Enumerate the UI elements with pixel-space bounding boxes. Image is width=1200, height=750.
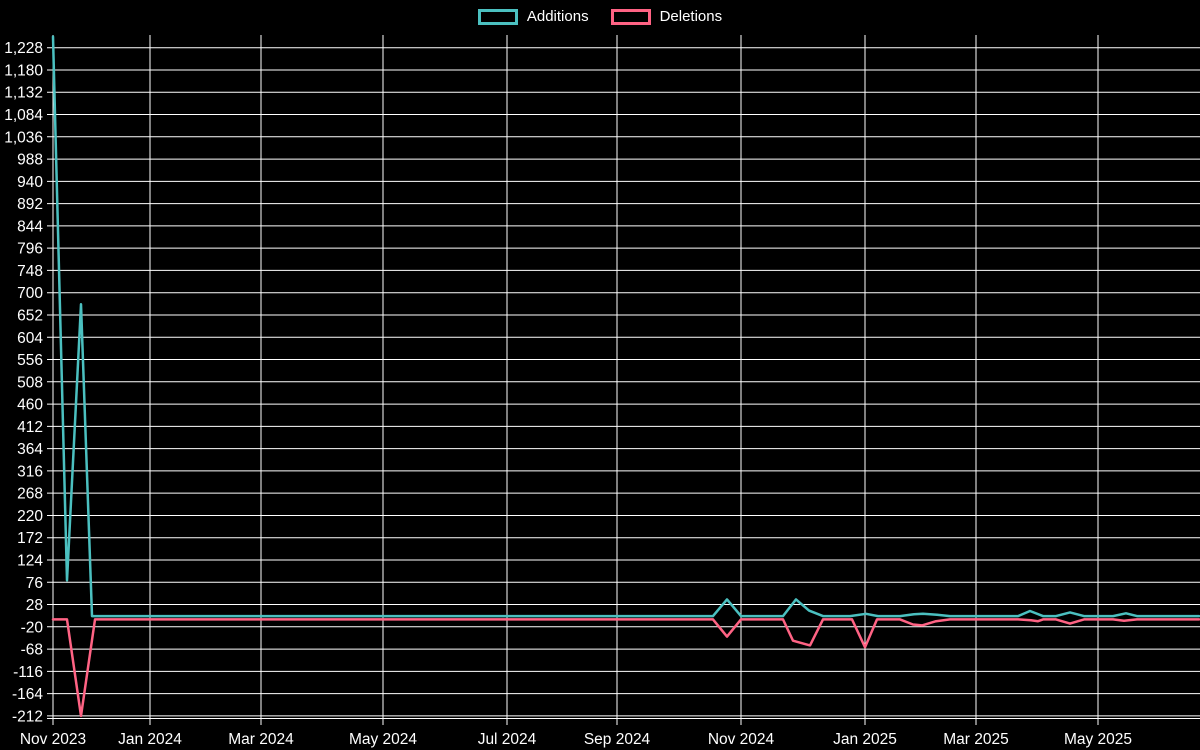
x-tick-label: Nov 2023 <box>20 731 86 748</box>
y-tick-label: 316 <box>17 463 43 480</box>
y-tick-label: 124 <box>17 552 43 569</box>
legend-item-additions[interactable]: Additions <box>477 8 589 25</box>
y-tick-label: 460 <box>17 397 43 414</box>
y-tick-label: 220 <box>17 508 43 525</box>
y-tick-label: 412 <box>17 419 43 436</box>
additions-line <box>51 35 1200 618</box>
y-tick-label: 508 <box>17 374 43 391</box>
y-tick-label: 556 <box>17 352 43 369</box>
y-tick-label: 892 <box>17 196 43 213</box>
y-tick-label: 1,132 <box>4 85 43 102</box>
y-tick-label: -116 <box>13 664 43 681</box>
y-tick-label: 940 <box>17 174 43 191</box>
y-tick-label: 748 <box>17 263 43 280</box>
y-tick-label: -20 <box>21 619 44 636</box>
y-tick-label: 1,084 <box>4 107 43 124</box>
chart-legend: Additions Deletions <box>0 9 1200 25</box>
y-tick-label: 268 <box>17 486 43 503</box>
y-tick-label: 700 <box>17 285 43 302</box>
y-tick-label: 172 <box>17 530 43 547</box>
y-tick-label: 796 <box>17 241 43 258</box>
deletions-legend-swatch <box>610 9 651 25</box>
y-tick-label: -212 <box>12 708 43 725</box>
x-tick-label: Mar 2024 <box>228 731 294 748</box>
x-tick-label: Jan 2024 <box>118 731 182 748</box>
y-tick-label: 988 <box>17 152 43 169</box>
y-tick-label: 1,036 <box>4 129 43 146</box>
y-tick-label: 28 <box>26 597 43 614</box>
y-tick-label: 652 <box>17 307 43 324</box>
legend-item-deletions[interactable]: Deletions <box>610 8 723 25</box>
y-tick-label: -164 <box>12 686 43 703</box>
y-tick-label: 1,180 <box>4 62 43 79</box>
y-tick-label: 604 <box>17 330 43 347</box>
x-tick-label: May 2025 <box>1064 731 1132 748</box>
y-tick-label: 364 <box>17 441 43 458</box>
deletions-line <box>51 618 1200 718</box>
x-tick-label: May 2024 <box>349 731 417 748</box>
x-tick-label: Mar 2025 <box>943 731 1008 748</box>
y-tick-label: 76 <box>26 575 43 592</box>
additions-legend-swatch <box>477 9 518 25</box>
additions-legend-label: Additions <box>526 8 589 25</box>
y-tick-label: 1,228 <box>4 40 43 57</box>
x-tick-label: Jan 2025 <box>833 731 897 748</box>
x-tick-label: Nov 2024 <box>708 731 775 748</box>
y-tick-label: 844 <box>17 218 43 235</box>
y-tick-label: -68 <box>21 642 43 659</box>
x-tick-label: Jul 2024 <box>478 731 537 748</box>
x-tick-label: Sep 2024 <box>584 731 651 748</box>
deletions-legend-label: Deletions <box>659 8 723 25</box>
